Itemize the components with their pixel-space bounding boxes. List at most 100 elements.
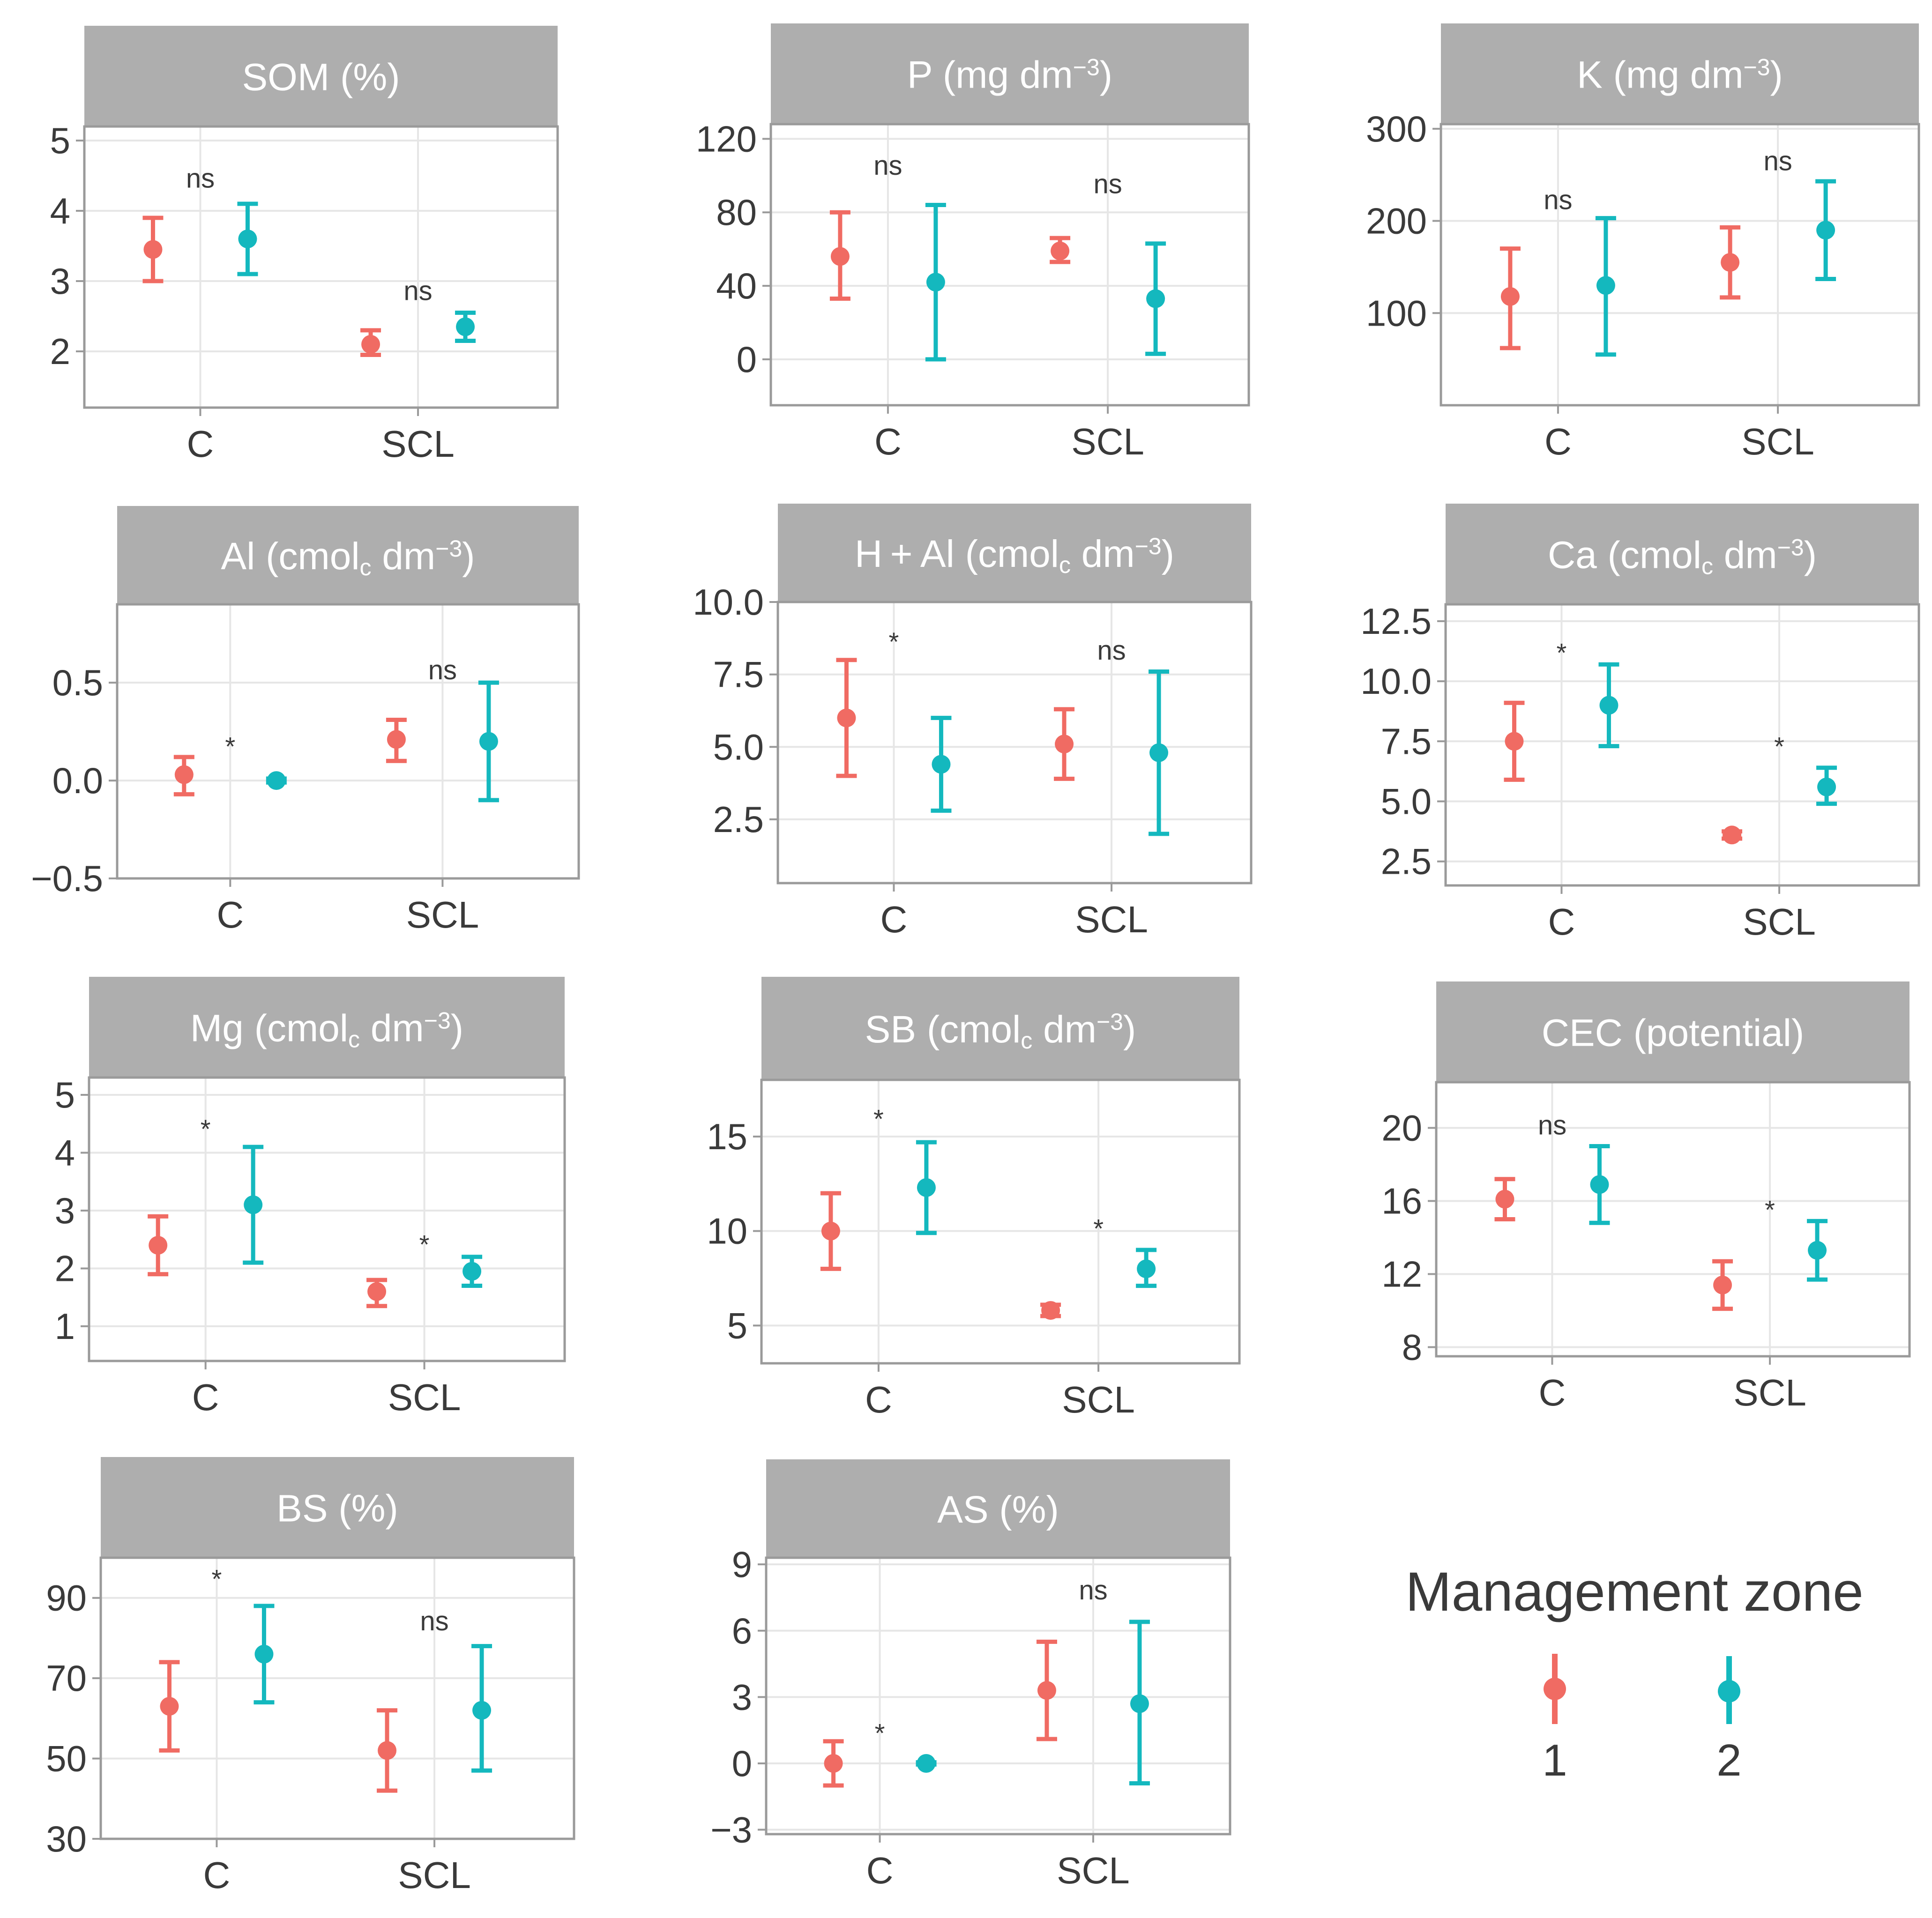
y-tick-label: 5.0 [713,726,764,767]
errorbar-zone-2 [462,1255,483,1288]
mean-point [378,1741,397,1760]
errorbar-zone-1 [1050,236,1071,264]
errorbar-zone-2 [1145,241,1166,356]
mean-point [238,230,257,248]
mean-point [830,247,850,266]
errorbar-zone-1 [1712,1259,1733,1311]
errorbar-zone-1 [148,1214,169,1277]
x-tick-label: SCL [381,423,455,465]
errorbar-zone-1 [1722,825,1743,845]
y-tick-label: 3 [732,1676,752,1717]
x-tick-label: C [880,899,908,940]
y-tick-label: 10 [707,1211,747,1252]
y-tick-label: 4 [50,190,70,231]
panel-border [776,601,1253,885]
plot-area [778,602,1251,883]
mean-point [1723,825,1742,845]
y-tick-label: 7.5 [713,654,764,695]
y-tick-label: 80 [716,192,757,233]
y-tick-label: 1 [55,1306,75,1347]
mean-point [1713,1275,1732,1294]
mean-point [1149,743,1169,762]
mean-point [1051,241,1070,260]
significance-label: ns [186,164,215,194]
y-tick-label: 70 [46,1658,87,1699]
y-tick-label: 12.5 [1360,601,1432,642]
significance-label: ns [1763,146,1792,177]
y-tick-label: 5.0 [1381,781,1432,822]
y-tick-label: 90 [46,1577,87,1619]
x-tick-label: SCL [1071,421,1144,462]
x-tick-label: C [187,423,214,465]
mean-point [367,1282,387,1301]
y-tick-label: 8 [1402,1327,1422,1368]
panel: K (mg dm−3) 100 200 300 C SCL ns ns [1366,23,1920,462]
panel-title: H + Al (cmolc dm−3) [855,533,1174,578]
x-tick-label: SCL [1062,1379,1135,1420]
significance-label: * [889,627,899,656]
errorbar-zone-1 [173,755,194,796]
mean-point [174,765,194,784]
y-tick-label: 100 [1366,292,1427,334]
mean-point [244,1195,263,1214]
y-tick-label: 2.5 [713,799,764,840]
x-tick-label: C [192,1376,219,1418]
panel-border [116,603,580,880]
plot-area [84,126,558,408]
y-tick-label: 5 [55,1074,75,1115]
panel: P (mg dm−3) 0 40 80 120 C SCL ns ns [696,23,1250,462]
mean-point [1500,287,1520,306]
x-tick-label: SCL [1741,421,1814,462]
mean-point [837,708,856,728]
errorbar-zone-2 [1598,662,1619,749]
legend-label-zone-2: 2 [1716,1735,1741,1785]
errorbar-zone-1 [386,718,407,763]
panel: AS (%) −3 0 3 6 9 C SCL * ns [710,1459,1231,1891]
errorbar-zone-1 [1499,246,1521,350]
errorbar-zone-2 [925,203,946,362]
x-tick-label: SCL [1057,1850,1130,1891]
errorbar-zone-2 [1129,1620,1150,1785]
y-tick-label: 5 [50,120,70,161]
x-tick-label: SCL [406,894,479,936]
mean-point [160,1697,179,1716]
mean-point [143,240,163,259]
x-tick-label: C [1539,1372,1566,1413]
panel-strip [89,977,565,1078]
errorbar-zone-1 [1054,707,1075,781]
significance-label: * [419,1230,430,1259]
plot-area [89,1078,565,1361]
errorbar-zone-2 [478,680,499,803]
y-tick-label: 120 [696,118,757,159]
panel-border [1440,123,1920,407]
mean-point [1130,1694,1149,1713]
errorbar-zone-1 [1036,1639,1057,1741]
panel-strip [1441,23,1919,124]
mean-point [917,1754,936,1773]
panel-title: Al (cmolc dm−3) [221,535,475,580]
mean-point [1599,696,1619,715]
y-tick-label: 0 [732,1743,752,1784]
errorbar-zone-2 [455,311,476,343]
plot-area [766,1558,1230,1834]
mean-point [267,771,286,790]
panel-border [765,1556,1231,1836]
mean-point [917,1178,936,1197]
y-tick-label: 7.5 [1381,721,1432,762]
significance-label: ns [1538,1110,1566,1141]
significance-label: * [1774,731,1784,761]
errorbar-zone-1 [823,1739,844,1788]
panel-title: AS (%) [937,1488,1059,1531]
panel-strip [101,1457,574,1558]
significance-label: ns [873,150,902,181]
errorbar-zone-1 [377,1708,398,1793]
significance-label: ns [1079,1575,1107,1606]
x-tick-label: SCL [1733,1372,1806,1413]
panel-title: Ca (cmolc dm−3) [1548,534,1817,580]
x-tick-label: SCL [1075,899,1148,940]
panel-title: Mg (cmolc dm−3) [190,1007,463,1053]
panel-border [88,1076,566,1362]
errorbar-zone-2 [1595,216,1616,357]
panel-title: SB (cmolc dm−3) [865,1008,1136,1054]
significance-label: ns [428,655,457,685]
